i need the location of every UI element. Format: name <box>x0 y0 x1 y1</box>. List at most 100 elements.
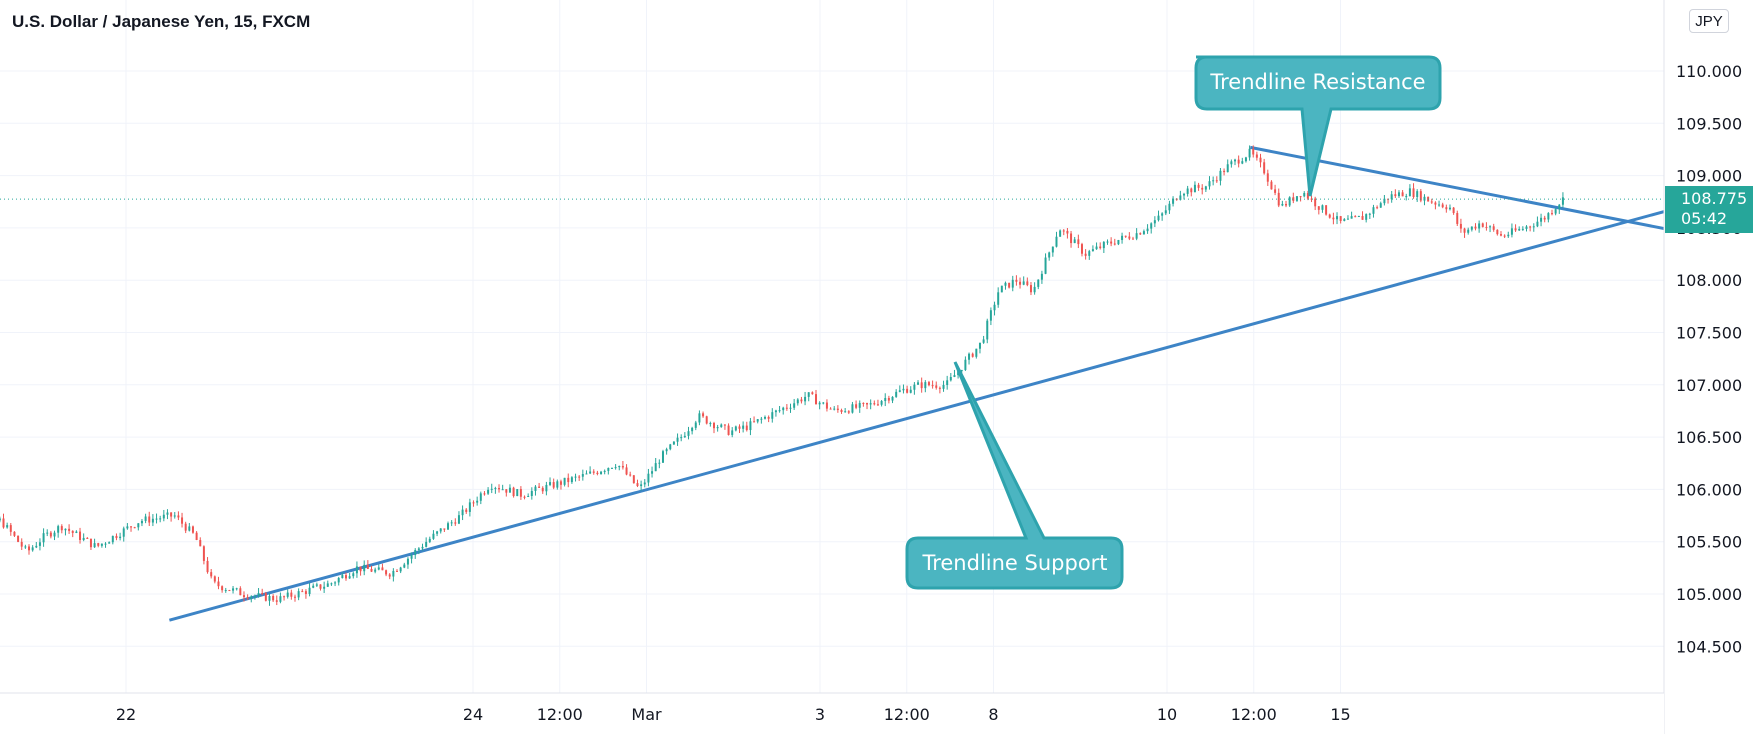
candle-body <box>640 484 643 487</box>
candle-body <box>308 587 311 594</box>
candle-body <box>938 387 941 389</box>
candle-body <box>1266 173 1269 182</box>
candle-body <box>100 543 103 546</box>
candle-body <box>1248 148 1251 158</box>
candle-body <box>774 410 777 413</box>
callout-trendline-support[interactable]: Trendline Support <box>905 361 1124 590</box>
candle-body <box>913 384 916 390</box>
candle-body <box>687 431 690 436</box>
x-tick-label: 12:00 <box>1231 705 1277 724</box>
candle-body <box>1201 187 1204 190</box>
candle-body <box>253 595 256 597</box>
candle-body <box>479 493 482 501</box>
candle-body <box>1416 191 1419 198</box>
candle-body <box>290 592 293 597</box>
candle-body <box>672 441 675 445</box>
candle-body <box>785 407 788 409</box>
time-axis[interactable]: 22 24 12:00 Mar 3 12:00 8 10 12:00 15 <box>116 705 1351 724</box>
candle-body <box>42 533 45 543</box>
candle-body <box>1223 170 1226 173</box>
trendline-resistance-line[interactable] <box>1249 145 1688 235</box>
candle-body <box>600 471 603 474</box>
candle-body <box>89 538 92 548</box>
candle-body <box>873 403 876 405</box>
candle-body <box>28 546 31 551</box>
candle-body <box>712 423 715 429</box>
candle-body <box>1478 223 1481 229</box>
candle-body <box>1113 243 1116 245</box>
candle-body <box>1295 196 1298 201</box>
candle-body <box>847 411 850 413</box>
candle-body <box>592 471 595 473</box>
candle-body <box>866 402 869 405</box>
candle-body <box>148 516 151 523</box>
candle-body <box>191 526 194 533</box>
candle-body <box>1255 154 1258 158</box>
candle-body <box>1062 230 1065 232</box>
candle-body <box>352 573 355 577</box>
candle-body <box>13 531 16 536</box>
candle-body <box>570 477 573 483</box>
candle-body <box>884 397 887 402</box>
candle-body <box>232 588 235 591</box>
candle-body <box>246 597 249 599</box>
candle-body <box>31 547 34 551</box>
currency-button[interactable]: JPY <box>1689 9 1729 33</box>
candle-body <box>46 532 49 534</box>
candle-body <box>64 528 67 531</box>
candle-body <box>840 409 843 412</box>
candle-body <box>676 437 679 442</box>
candle-body <box>1547 213 1550 220</box>
candle-body <box>691 427 694 432</box>
candle-body <box>887 397 890 401</box>
candle-body <box>417 548 420 550</box>
candle-body <box>60 526 63 531</box>
candle-body <box>468 502 471 512</box>
candle-body <box>1350 216 1353 219</box>
candle-body <box>1419 191 1422 201</box>
candle-body <box>257 592 260 596</box>
candle-body <box>1022 281 1025 285</box>
x-tick-label: 12:00 <box>537 705 583 724</box>
candle-body <box>989 310 992 321</box>
candle-body <box>108 542 111 544</box>
candle-body <box>862 402 865 404</box>
candle-body <box>982 339 985 343</box>
callout-resistance-label: Trendline Resistance <box>1209 70 1425 94</box>
candle-body <box>1099 246 1102 249</box>
candle-body <box>789 407 792 409</box>
candle-body <box>1379 203 1382 208</box>
candle-body <box>953 375 956 378</box>
candle-body <box>1325 205 1328 215</box>
candle-body <box>432 533 435 539</box>
y-tick-label: 107.500 <box>1676 324 1742 343</box>
candle-body <box>221 586 224 591</box>
callout-trendline-resistance[interactable]: Trendline Resistance <box>1194 55 1442 197</box>
candle-body <box>173 515 176 517</box>
candle-body <box>876 404 879 406</box>
candle-body <box>20 541 23 547</box>
candle-body <box>1303 193 1306 197</box>
candle-body <box>1000 285 1003 293</box>
y-tick-label: 106.500 <box>1676 428 1742 447</box>
candle-body <box>1033 286 1036 293</box>
trendline-support-line[interactable] <box>168 201 1697 622</box>
candle-body <box>476 500 479 503</box>
candle-body <box>217 581 220 587</box>
candle-body <box>1394 194 1397 197</box>
candle-body <box>319 584 322 589</box>
candle-body <box>658 462 661 464</box>
candle-body <box>166 512 169 515</box>
trendlines[interactable] <box>168 145 1697 622</box>
candle-body <box>1532 226 1535 228</box>
candle-body <box>1430 201 1433 203</box>
candle-body <box>527 495 530 497</box>
candle-body <box>654 463 657 472</box>
candle-body <box>1102 242 1105 249</box>
candle-body <box>144 516 147 521</box>
callout-support-bubble <box>905 361 1124 590</box>
candle-body <box>1193 184 1196 193</box>
candle-body <box>869 403 872 405</box>
candle-body <box>268 595 271 601</box>
